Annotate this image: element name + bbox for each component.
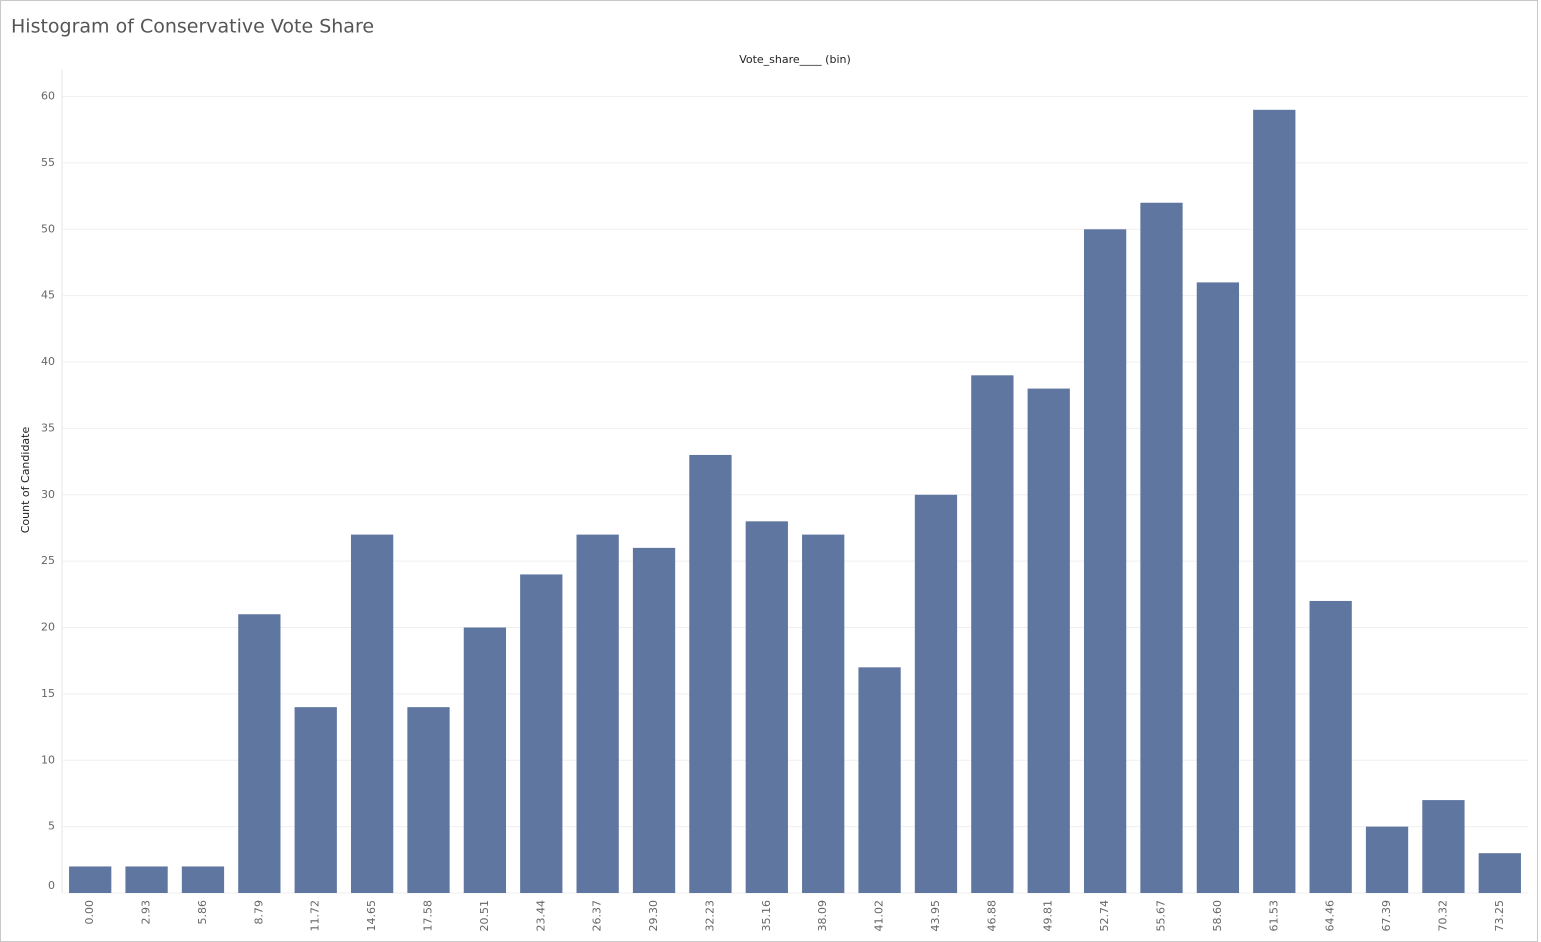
y-tick-label: 40 [41, 355, 55, 368]
y-tick-label: 15 [41, 687, 55, 700]
x-tick-label: 49.81 [1042, 900, 1055, 932]
bar [294, 707, 337, 893]
bar [1309, 600, 1352, 893]
x-tick-label: 41.02 [873, 900, 886, 932]
x-tick-label: 8.79 [252, 900, 265, 925]
x-tick-label: 67.39 [1380, 900, 1393, 932]
bar [576, 534, 619, 893]
x-tick-label: 29.30 [647, 900, 660, 932]
bar [463, 627, 507, 893]
y-tick-label: 30 [41, 488, 55, 501]
x-tick-label: 38.09 [816, 900, 829, 932]
x-tick-label: 58.60 [1211, 900, 1224, 932]
y-tick-label: 50 [41, 222, 55, 235]
bar [1422, 800, 1465, 893]
bar [125, 866, 168, 893]
y-tick-label: 55 [41, 156, 55, 169]
bar [181, 866, 225, 893]
bar [1140, 202, 1183, 893]
y-tick-label: 60 [41, 90, 55, 103]
y-tick-label: 35 [41, 421, 55, 434]
bar [407, 707, 450, 893]
y-axis-title: Count of Candidate [19, 427, 32, 534]
y-tick-label: 10 [41, 753, 55, 766]
x-tick-label: 2.93 [140, 900, 153, 925]
y-tick-label: 5 [48, 820, 55, 833]
bar [1083, 229, 1127, 893]
x-tick-label: 0.00 [83, 900, 96, 925]
x-tick-label: 5.86 [196, 900, 209, 925]
x-tick-label: 35.16 [760, 900, 773, 932]
bar [1196, 282, 1240, 893]
x-tick-label: 46.88 [985, 900, 998, 932]
y-tick-label: 0 [48, 879, 55, 892]
x-tick-label: 17.58 [422, 900, 435, 932]
bar [689, 454, 732, 893]
bar [1478, 853, 1521, 893]
x-tick-label: 61.53 [1267, 900, 1280, 932]
bar [632, 547, 676, 893]
x-tick-label: 23.44 [534, 900, 547, 932]
x-tick-label: 73.25 [1493, 900, 1506, 932]
x-axis-title: Vote_share____ (bin) [739, 53, 851, 66]
bar [914, 494, 958, 893]
bar [69, 866, 112, 893]
x-tick-label: 70.32 [1436, 900, 1449, 932]
x-tick-label: 14.65 [365, 900, 378, 932]
y-tick-label: 20 [41, 621, 55, 634]
bar [802, 534, 845, 893]
x-tick-label: 20.51 [478, 900, 491, 932]
bar [1027, 388, 1070, 893]
y-tick-label: 45 [41, 289, 55, 302]
bar [520, 574, 563, 893]
bar [858, 667, 901, 893]
chart-title: Histogram of Conservative Vote Share [11, 16, 374, 38]
bar [1253, 109, 1296, 894]
bar [350, 534, 394, 893]
bar [1365, 826, 1409, 893]
x-tick-label: 52.74 [1098, 900, 1111, 932]
x-tick-label: 32.23 [703, 900, 716, 932]
y-tick-label: 25 [41, 554, 55, 567]
x-tick-label: 11.72 [309, 900, 322, 932]
x-tick-label: 26.37 [591, 900, 604, 932]
x-tick-label: 64.46 [1324, 900, 1337, 932]
x-tick-label: 55.67 [1155, 900, 1168, 932]
bar [238, 614, 281, 893]
bar [745, 521, 788, 893]
x-tick-label: 43.95 [929, 900, 942, 932]
bar [971, 375, 1014, 893]
